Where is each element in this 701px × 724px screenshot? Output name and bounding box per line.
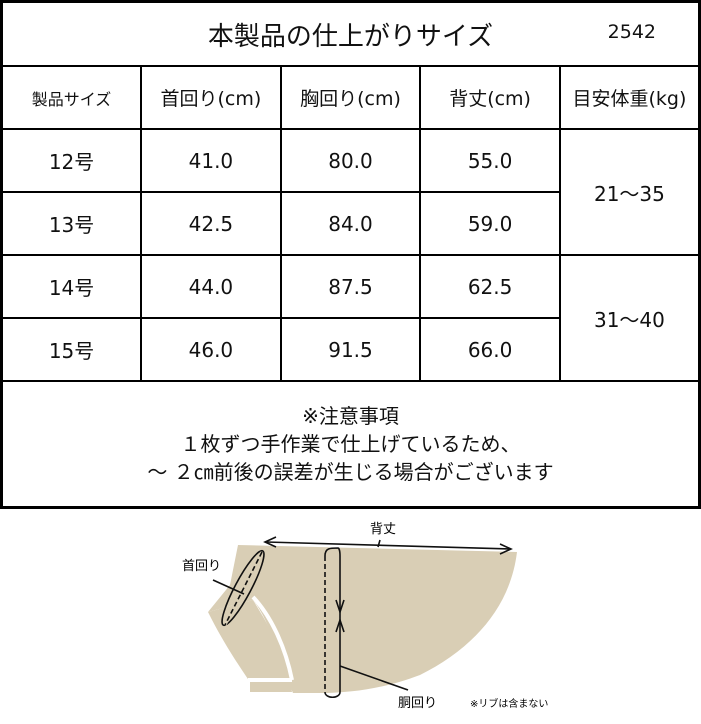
- header-chest: 胸回り(cm): [279, 65, 422, 130]
- back-cell: 66.0: [419, 317, 561, 382]
- chest-label: 胴回り: [398, 696, 437, 711]
- back-cell: 62.5: [419, 254, 561, 319]
- neck-loop: [212, 549, 265, 627]
- chest-cell: 87.5: [279, 254, 422, 319]
- header-size: 製品サイズ: [0, 65, 143, 130]
- measurement-diagram: 背丈 首回り 胴回り ※リブは含まない: [182, 522, 548, 711]
- back-length-label: 背丈: [370, 522, 396, 537]
- header-back: 背丈(cm): [419, 65, 561, 130]
- table-title: 本製品の仕上がりサイズ: [207, 21, 494, 52]
- header-neck: 首回り(cm): [140, 65, 282, 130]
- neck-cell: 46.0: [140, 317, 282, 382]
- table-row: 12号 41.0 80.0 55.0 21～35: [0, 128, 701, 256]
- size-cell: 15号: [0, 317, 143, 382]
- chest-cell: 91.5: [279, 317, 422, 382]
- note-line: ～ ２㎝前後の誤差が生じる場合がございます: [147, 460, 554, 484]
- chest-cell: 84.0: [279, 191, 422, 256]
- table-row: 14号 44.0 87.5 62.5 31～40: [0, 254, 701, 382]
- chest-cell: 80.0: [279, 128, 422, 193]
- back-length-arrow: [263, 536, 513, 555]
- product-code: 2542: [607, 21, 656, 43]
- note-heading: ※注意事項: [302, 404, 399, 428]
- neck-cell: 41.0: [140, 128, 282, 193]
- size-cell: 13号: [0, 191, 143, 256]
- header-weight: 目安体重(kg): [558, 65, 701, 130]
- back-cell: 59.0: [419, 191, 561, 256]
- weight-cell: 21～35: [558, 128, 701, 256]
- chest-loop: [324, 547, 409, 699]
- weight-cell: 31～40: [558, 254, 701, 382]
- neck-cell: 42.5: [140, 191, 282, 256]
- rib-note: ※リブは含まない: [470, 697, 548, 710]
- neck-label: 首回り: [182, 559, 221, 574]
- table-row: 13号 42.5 84.0 59.0: [0, 191, 700, 256]
- notes-cell: ※注意事項 １枚ずつ手作業で仕上げているため、 ～ ２㎝前後の誤差が生じる場合が…: [0, 380, 701, 509]
- table-title-cell: 本製品の仕上がりサイズ 2542: [0, 0, 701, 67]
- neck-cell: 44.0: [140, 254, 282, 319]
- size-table: 本製品の仕上がりサイズ 2542 製品サイズ 首回り(cm) 胸回り(cm) 背丈…: [0, 0, 701, 509]
- size-cell: 14号: [0, 254, 143, 319]
- table-row: 15号 46.0 91.5 66.0: [0, 317, 700, 382]
- note-line: １枚ずつ手作業で仕上げているため、: [180, 432, 521, 456]
- size-cell: 12号: [0, 128, 143, 193]
- back-cell: 55.0: [419, 128, 561, 193]
